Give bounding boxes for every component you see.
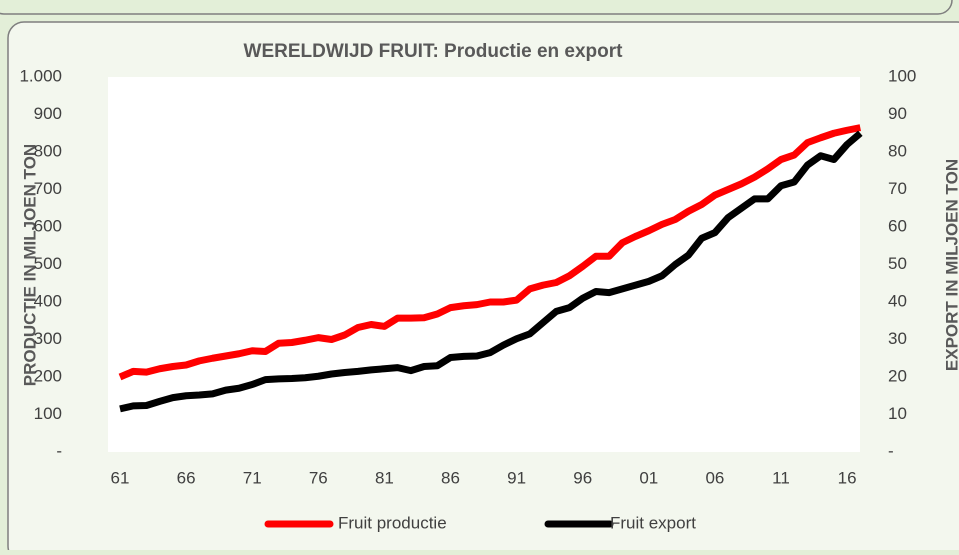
y2-tick-label: 20 [888, 366, 907, 385]
y-tick-label: 1.000 [19, 66, 62, 85]
y2-axis-title: EXPORT IN MILJOEN TON [942, 159, 959, 371]
x-tick-label: 61 [111, 468, 130, 487]
y2-tick-label: 90 [888, 104, 907, 123]
data-line [118, 124, 862, 381]
legend-label: Fruit export [610, 513, 696, 532]
x-tick-label: 01 [639, 468, 658, 487]
y2-tick-label: 60 [888, 216, 907, 235]
y2-tick-label: - [888, 441, 894, 460]
x-tick-label: 81 [375, 468, 394, 487]
y2-tick-label: 30 [888, 329, 907, 348]
y-tick-label: 600 [34, 216, 62, 235]
x-tick-label: 66 [177, 468, 196, 487]
y-tick-label: 700 [34, 179, 62, 198]
x-tick-label: 71 [243, 468, 262, 487]
x-tick-label: 11 [772, 468, 790, 487]
y-tick-label: 800 [34, 141, 62, 160]
x-tick-label: 16 [838, 468, 857, 487]
y2-tick-label: 10 [888, 404, 907, 423]
y-tick-label: 400 [34, 291, 62, 310]
y2-tick-label: 80 [888, 141, 907, 160]
y-tick-label: 200 [34, 366, 62, 385]
y2-tick-label: 100 [888, 66, 916, 85]
y2-tick-label: 70 [888, 179, 907, 198]
chart-title: WERELDWIJD FRUIT: Productie en export [244, 41, 624, 62]
y-tick-label: 300 [34, 329, 62, 348]
y-tick-label: 100 [34, 404, 62, 423]
y2-tick-label: 40 [888, 291, 907, 310]
x-tick-label: 06 [705, 468, 724, 487]
y2-tick-label: 50 [888, 254, 907, 273]
x-tick-label: 76 [309, 468, 328, 487]
y-axis-title: PRODUCTIE IN MILJOEN TON [20, 144, 39, 386]
top-panel [0, 0, 953, 15]
x-tick-label: 91 [507, 468, 526, 487]
y-tick-label: - [56, 441, 62, 460]
y-tick-label: 900 [34, 104, 62, 123]
legend-label: Fruit productie [338, 513, 447, 532]
plot-area [108, 77, 860, 452]
y-tick-label: 500 [34, 254, 62, 273]
x-tick-label: 96 [573, 468, 592, 487]
data-line [119, 130, 863, 413]
x-tick-label: 86 [441, 468, 460, 487]
